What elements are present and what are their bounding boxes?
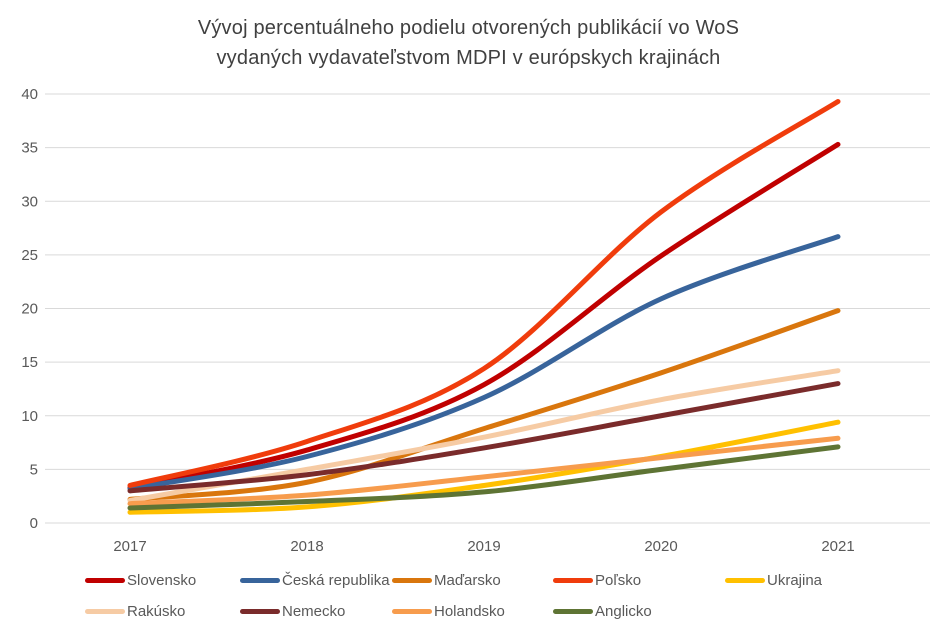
x-axis-tick-label: 2020 xyxy=(644,538,677,555)
legend-swatch-anglicko xyxy=(553,608,593,614)
y-axis-tick-label: 40 xyxy=(21,86,38,103)
legend-label-nemecko: Nemecko xyxy=(282,602,346,620)
y-axis-tick-label: 5 xyxy=(30,461,38,478)
legend-swatch-nemecko xyxy=(240,608,280,614)
legend-item-slovensko: Slovensko xyxy=(85,570,240,590)
legend-swatch-polsko xyxy=(553,577,593,583)
chart-title-line2: vydaných vydavateľstvom MDPI v európskyc… xyxy=(216,46,721,69)
y-axis-tick-label: 0 xyxy=(30,515,38,532)
legend-swatch-madarsko xyxy=(392,577,432,583)
legend-item-rakusko: Rakúsko xyxy=(85,601,240,621)
y-axis-tick-label: 30 xyxy=(21,193,38,210)
legend-label-rakusko: Rakúsko xyxy=(127,602,186,620)
y-axis-tick-label: 10 xyxy=(21,408,38,425)
legend-item-holandsko: Holandsko xyxy=(392,601,553,621)
x-axis-tick-label: 2018 xyxy=(290,538,323,555)
legend-label-holandsko: Holandsko xyxy=(434,602,505,620)
x-axis: 2017 2018 2019 2020 2021 xyxy=(113,538,854,555)
legend-swatch-holandsko xyxy=(392,608,432,614)
series-lines xyxy=(127,99,841,515)
x-axis-tick-label: 2019 xyxy=(467,538,500,555)
chart-title-line1: Vývoj percentuálneho podielu otvorených … xyxy=(197,16,740,39)
legend: Slovensko Česká republika Maďarsko Poľsko Uk… xyxy=(0,565,937,621)
series-line-holandsko xyxy=(127,435,841,507)
legend-label-polsko: Poľsko xyxy=(595,571,642,589)
gridlines xyxy=(45,93,930,524)
legend-label-ukrajina: Ukrajina xyxy=(767,571,823,589)
legend-swatch-rakusko xyxy=(85,608,125,614)
legend-item-madarsko: Maďarsko xyxy=(392,570,553,590)
y-axis-tick-label: 20 xyxy=(21,301,38,318)
plot-area: 0 5 10 15 20 25 30 35 40 2017 2018 2019 2020 2021 xyxy=(21,86,930,555)
y-axis-tick-label: 15 xyxy=(21,354,38,371)
series-line-ukrajina xyxy=(127,419,841,515)
chart-title: Vývoj percentuálneho podielu otvorených … xyxy=(0,0,937,85)
legend-item-anglicko: Anglicko xyxy=(553,601,725,621)
legend-item-ukrajina: Ukrajina xyxy=(725,570,937,590)
series-line-ceska-republika xyxy=(127,234,841,492)
y-axis-tick-label: 35 xyxy=(21,140,38,157)
series-line-slovensko xyxy=(127,141,841,491)
legend-swatch-ceska-republika xyxy=(240,577,280,583)
legend-label-anglicko: Anglicko xyxy=(595,602,652,620)
legend-label-ceska-republika: Česká republika xyxy=(282,571,390,589)
legend-label-slovensko: Slovensko xyxy=(127,571,197,589)
legend-swatch-slovensko xyxy=(85,577,125,583)
legend-item-ceska-republika: Česká republika xyxy=(240,570,392,590)
x-axis-tick-label: 2017 xyxy=(113,538,146,555)
y-axis: 0 5 10 15 20 25 30 35 40 xyxy=(21,86,38,532)
legend-label-madarsko: Maďarsko xyxy=(434,571,501,589)
series-line-anglicko xyxy=(127,444,841,511)
series-line-polsko xyxy=(127,99,841,488)
legend-item-polsko: Poľsko xyxy=(553,570,725,590)
series-line-nemecko xyxy=(127,381,841,494)
y-axis-tick-label: 25 xyxy=(21,247,38,264)
legend-swatch-ukrajina xyxy=(725,577,765,583)
series-line-madarsko xyxy=(127,308,841,502)
legend-item-nemecko: Nemecko xyxy=(240,601,392,621)
x-axis-tick-label: 2021 xyxy=(821,538,854,555)
